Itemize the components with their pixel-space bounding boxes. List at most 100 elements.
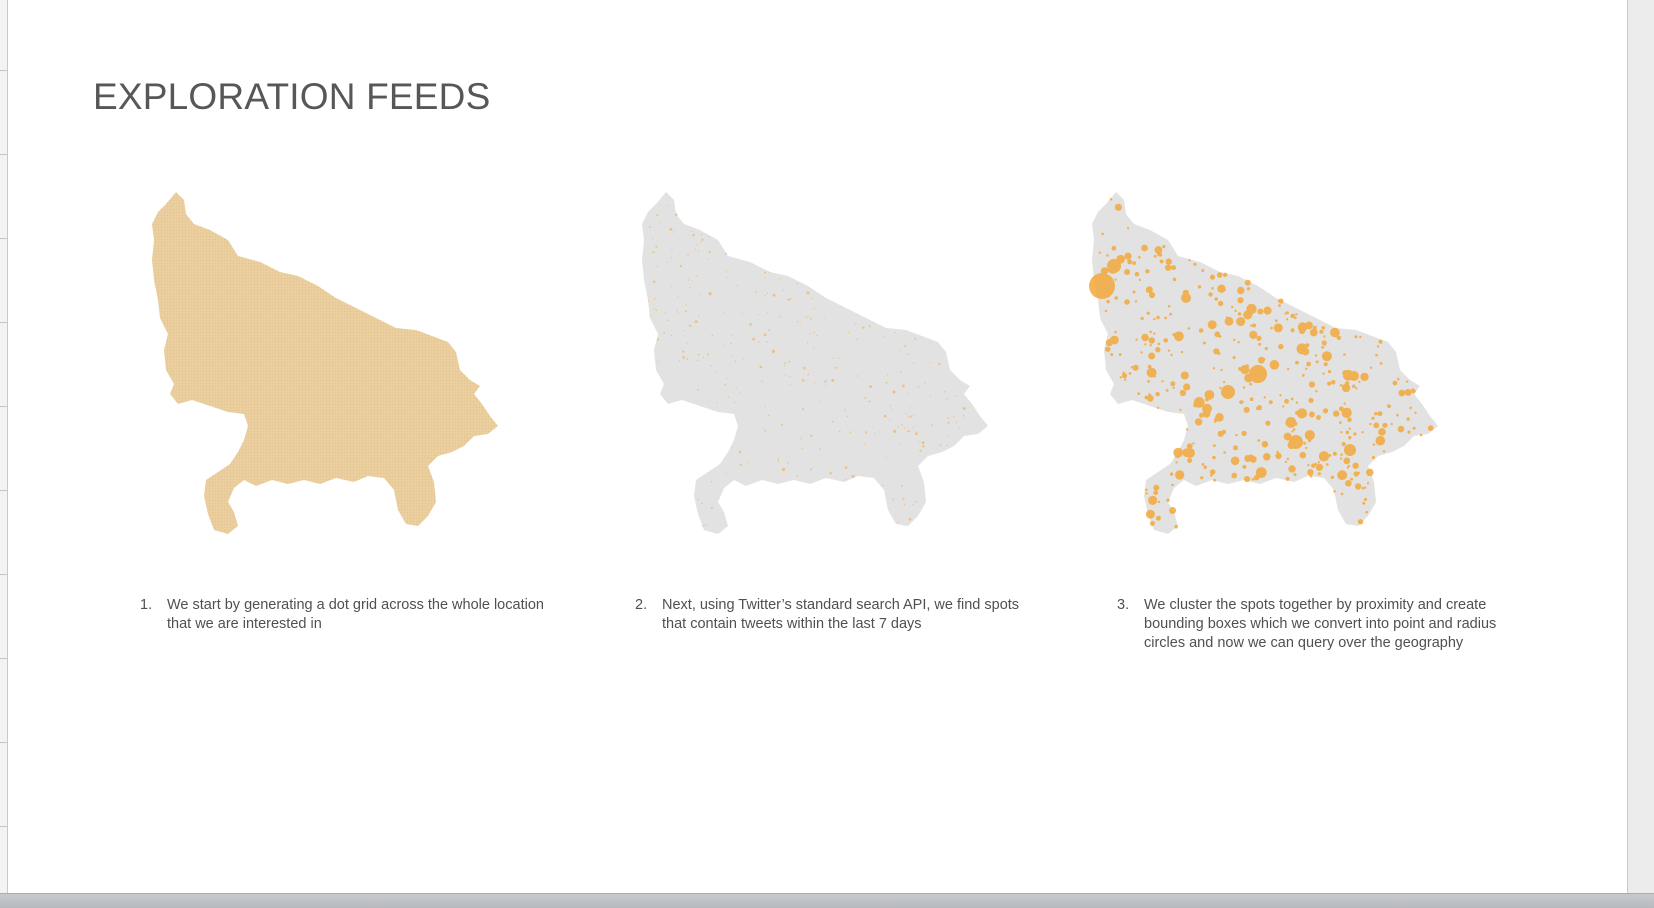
cluster-circle bbox=[1407, 430, 1411, 434]
cluster-circle bbox=[1387, 404, 1391, 409]
tweet-spot bbox=[742, 358, 744, 360]
cluster-circle bbox=[1212, 455, 1216, 460]
cluster-circle bbox=[1100, 267, 1109, 275]
cluster-circle bbox=[1238, 367, 1242, 371]
tweet-spot bbox=[899, 350, 901, 352]
cluster-circle bbox=[1290, 328, 1295, 333]
cluster-circle bbox=[1231, 305, 1234, 309]
tweet-spot bbox=[705, 524, 707, 526]
cluster-circle bbox=[1220, 368, 1223, 372]
tweet-spot bbox=[679, 265, 682, 268]
tweet-spot bbox=[809, 333, 812, 335]
tweet-spot bbox=[886, 374, 889, 376]
tweet-spot bbox=[697, 499, 699, 501]
tweet-spot bbox=[955, 421, 957, 423]
cluster-circle bbox=[1275, 452, 1282, 460]
cluster-circle bbox=[1263, 453, 1271, 461]
cluster-circle bbox=[1358, 380, 1361, 383]
tweet-spot bbox=[655, 245, 658, 248]
cluster-circle bbox=[1369, 422, 1372, 426]
tweet-spot bbox=[653, 298, 656, 300]
cluster-circle bbox=[1111, 245, 1117, 251]
cluster-circle bbox=[1213, 444, 1216, 447]
tweet-spot bbox=[856, 338, 858, 341]
cluster-circle bbox=[1169, 507, 1177, 514]
tweet-spot bbox=[786, 462, 789, 464]
tweet-spot bbox=[912, 504, 914, 506]
cluster-circle bbox=[1157, 500, 1161, 504]
tweet-spot bbox=[947, 417, 950, 419]
cluster-circle bbox=[1148, 337, 1155, 344]
cluster-circle bbox=[1292, 428, 1296, 431]
tweet-spot bbox=[856, 375, 858, 377]
cluster-circle bbox=[1153, 254, 1157, 258]
cluster-circle bbox=[1316, 415, 1321, 420]
tweet-spot bbox=[955, 395, 958, 397]
cluster-circle bbox=[1151, 511, 1154, 514]
cluster-circle bbox=[1333, 490, 1336, 493]
cluster-circle bbox=[1105, 346, 1111, 352]
cluster-circle bbox=[1276, 450, 1279, 454]
cluster-circle bbox=[1339, 457, 1343, 460]
tweet-spot bbox=[739, 463, 742, 466]
cluster-circle bbox=[1341, 407, 1352, 418]
cluster-circle bbox=[1170, 381, 1176, 387]
bottom-scroll-bar[interactable] bbox=[0, 893, 1654, 908]
tweet-spots-map-image bbox=[642, 192, 988, 534]
cluster-circle bbox=[1308, 381, 1316, 388]
tweet-spot bbox=[838, 430, 841, 433]
tweet-spot bbox=[924, 382, 926, 384]
cluster-circle bbox=[1214, 420, 1217, 423]
tweet-spot bbox=[697, 388, 699, 391]
tweet-spot bbox=[789, 375, 791, 378]
cluster-circle bbox=[1155, 391, 1160, 397]
cluster-circle bbox=[1323, 343, 1326, 346]
tweet-spot bbox=[679, 239, 681, 241]
cluster-circle bbox=[1146, 367, 1157, 378]
dot-grid-map-image bbox=[152, 192, 498, 534]
cluster-circle bbox=[1341, 383, 1351, 393]
cluster-circle bbox=[1241, 400, 1244, 404]
tweet-spot bbox=[863, 443, 866, 445]
tweet-spot bbox=[874, 433, 876, 435]
tweet-spot bbox=[931, 424, 933, 426]
cluster-circle bbox=[1207, 320, 1217, 330]
tweet-spot bbox=[832, 420, 834, 423]
tweet-spot bbox=[724, 383, 726, 386]
tweet-spot bbox=[784, 365, 786, 367]
cluster-circle bbox=[1256, 335, 1262, 341]
cluster-circle bbox=[1121, 373, 1128, 379]
cluster-circle bbox=[1382, 422, 1388, 428]
cluster-circle bbox=[1369, 366, 1373, 369]
tweet-spot bbox=[710, 506, 713, 509]
cluster-circle bbox=[1162, 245, 1166, 249]
tweet-spot bbox=[736, 285, 738, 287]
tweet-spot bbox=[766, 341, 768, 343]
tweet-spot bbox=[779, 315, 781, 318]
tweet-spot bbox=[657, 338, 660, 341]
tweet-spot bbox=[813, 348, 815, 350]
cluster-circle bbox=[1357, 519, 1364, 525]
cluster-circle bbox=[1167, 349, 1171, 352]
cluster-circle bbox=[1375, 353, 1378, 357]
tweet-spot bbox=[914, 500, 917, 503]
cluster-circle bbox=[1317, 472, 1321, 476]
tweet-spot bbox=[781, 467, 786, 472]
cluster-circle bbox=[1114, 330, 1117, 334]
cluster-circle bbox=[1263, 306, 1272, 315]
cluster-circle bbox=[1352, 384, 1356, 389]
tweet-spot bbox=[764, 277, 766, 279]
map-clusters bbox=[1088, 190, 1458, 550]
cluster-circle bbox=[1295, 360, 1299, 365]
tweet-spot bbox=[811, 297, 813, 300]
cluster-circle bbox=[1212, 367, 1216, 370]
cluster-circle bbox=[1339, 421, 1342, 424]
tweet-spot bbox=[702, 525, 704, 527]
cluster-circle bbox=[1114, 278, 1117, 281]
cluster-circle bbox=[1268, 400, 1273, 405]
cluster-circle bbox=[1350, 477, 1354, 481]
cluster-circle bbox=[1322, 408, 1329, 414]
tweet-spot bbox=[907, 430, 910, 433]
tweet-spot bbox=[796, 282, 798, 285]
cluster-circle bbox=[1305, 367, 1308, 370]
